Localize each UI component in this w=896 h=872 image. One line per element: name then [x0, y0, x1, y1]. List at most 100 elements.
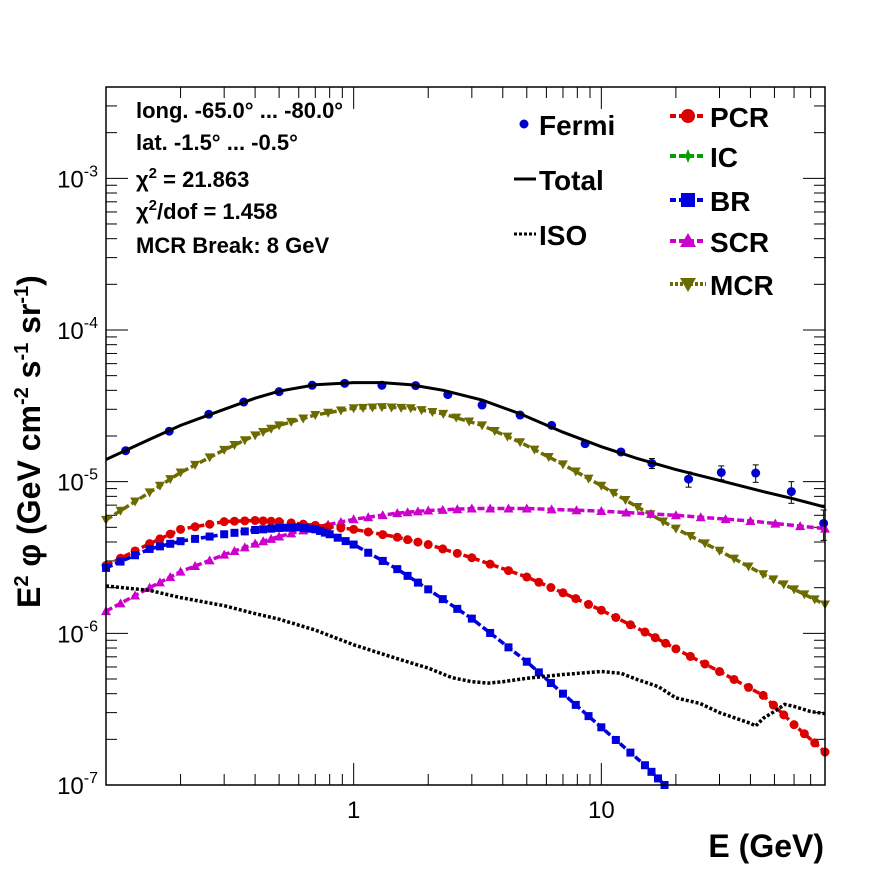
marker-br — [320, 528, 329, 537]
legend-item-scr: SCR — [670, 227, 769, 258]
marker-mcr — [386, 403, 397, 413]
marker-pcr — [799, 729, 809, 739]
marker-scr — [239, 542, 250, 552]
x-tick-labels: 1 10 — [347, 797, 615, 824]
marker-br — [131, 551, 140, 560]
marker-br — [597, 723, 606, 732]
marker-pcr — [363, 527, 373, 537]
marker-mcr — [451, 413, 462, 423]
marker-mcr — [396, 403, 407, 413]
marker-scr — [204, 555, 215, 565]
marker-pcr — [176, 524, 186, 534]
marker-pcr — [729, 674, 739, 684]
marker-scr — [274, 531, 285, 541]
marker-mcr — [489, 426, 500, 436]
marker-br — [205, 532, 214, 541]
marker-scr — [521, 503, 532, 513]
marker-mcr — [809, 595, 820, 605]
marker-br — [534, 668, 543, 677]
y-tick-label-exp: -6 — [84, 618, 98, 635]
x-tick-label: 10 — [588, 797, 615, 824]
marker-pcr — [392, 532, 402, 542]
marker-scr — [485, 503, 496, 513]
y-tick-label-base: 10 — [57, 166, 84, 193]
info-annotations: long. -65.0° ... -80.0° lat. -1.5° ... -… — [136, 98, 343, 258]
marker-scr — [190, 561, 201, 571]
marker-mcr — [670, 524, 681, 534]
marker-scr — [154, 577, 165, 587]
y-tick-label: 10-4 — [57, 315, 98, 345]
marker-br — [453, 604, 462, 613]
marker-scr — [466, 503, 477, 513]
marker-pcr — [596, 605, 606, 615]
marker-mcr — [543, 452, 554, 462]
y-tick-label-exp: -3 — [84, 163, 98, 180]
marker-pcr — [258, 516, 268, 526]
marker-pcr — [250, 515, 260, 525]
marker-mcr — [190, 460, 201, 470]
marker-mcr — [620, 495, 631, 505]
legend-item-iso: ISO — [514, 220, 587, 251]
marker-mcr — [266, 424, 277, 434]
marker-pcr — [403, 535, 413, 545]
legend-label-scr: SCR — [710, 227, 769, 258]
marker-br — [626, 748, 635, 757]
marker-pcr — [485, 559, 495, 569]
marker-pcr — [546, 583, 556, 593]
series-mcr — [101, 403, 830, 610]
marker-br — [240, 527, 249, 536]
marker-mcr — [596, 481, 607, 491]
x-tick-label: 1 — [347, 797, 360, 824]
marker-br — [640, 761, 649, 770]
legend-label-pcr: PCR — [710, 102, 769, 133]
y-tick-label-base: 10 — [57, 773, 84, 800]
marker-pcr — [452, 548, 462, 558]
series-layer — [101, 378, 830, 789]
marker-scr — [115, 598, 126, 608]
marker-br — [393, 565, 402, 574]
y-tick-label: 10-3 — [57, 163, 98, 193]
marker-scr — [695, 512, 706, 522]
marker-pcr — [336, 523, 346, 533]
marker-mcr — [154, 481, 165, 491]
marker-pcr — [671, 644, 681, 654]
legend-item-mcr: MCR — [670, 270, 774, 301]
marker-mcr — [274, 421, 285, 431]
annotation-chi2-dof: χ2/dof = 1.458 — [136, 197, 277, 224]
annotation-chi2: χ2 = 21.863 — [136, 165, 249, 192]
annotation-latitude: lat. -1.5° ... -0.5° — [136, 130, 298, 155]
series-total — [105, 381, 826, 509]
marker-scr — [720, 514, 731, 524]
marker-br — [305, 524, 314, 533]
marker-scr — [621, 507, 632, 517]
legend-item-ic: IC — [670, 142, 738, 173]
marker-scr — [423, 505, 434, 515]
legend-item-total: Total — [514, 165, 604, 196]
marker-scr — [437, 504, 448, 514]
marker-mcr — [323, 408, 334, 418]
marker-br — [378, 556, 387, 565]
marker-mcr — [298, 414, 309, 424]
legend-label-br: BR — [710, 186, 750, 217]
legend-marker-mcr — [680, 278, 696, 292]
marker-pcr — [650, 633, 660, 643]
marker-pcr — [266, 516, 276, 526]
marker-pcr — [534, 577, 544, 587]
marker-scr — [745, 516, 756, 526]
marker-br — [294, 523, 303, 532]
marker-mcr — [583, 474, 594, 484]
marker-br — [275, 523, 284, 532]
marker-br — [230, 528, 239, 537]
marker-scr — [130, 590, 141, 600]
marker-pcr — [438, 544, 448, 554]
marker-br — [251, 526, 260, 535]
marker-scr — [770, 518, 781, 528]
marker-mcr — [768, 575, 779, 585]
legend-marker-ic — [681, 149, 695, 163]
marker-br — [349, 540, 358, 549]
marker-mcr — [743, 562, 754, 572]
marker-mcr — [258, 428, 269, 438]
marker-scr — [402, 507, 413, 517]
marker-scr — [596, 506, 607, 516]
